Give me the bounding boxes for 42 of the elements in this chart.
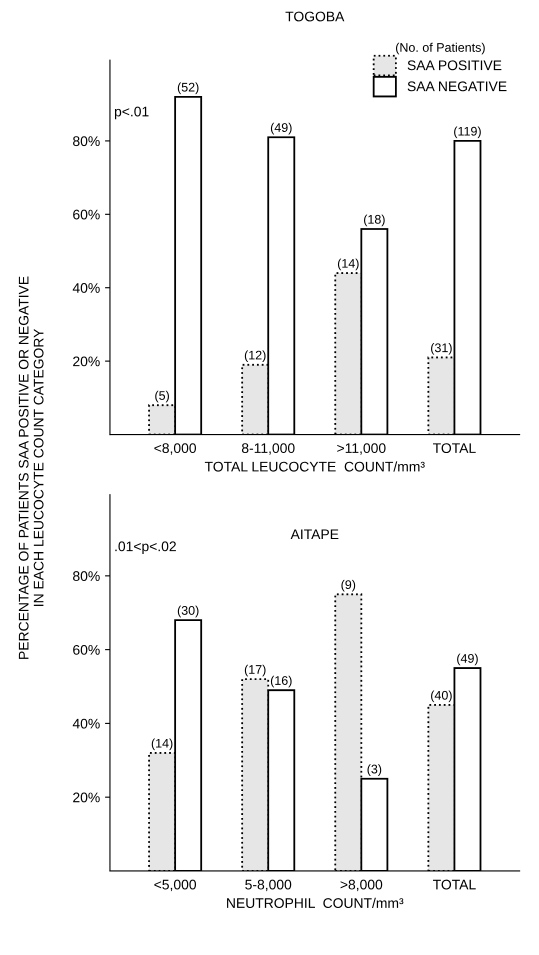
annotation: (49) <box>270 122 292 134</box>
y-tick-label: 60% <box>73 210 100 220</box>
annotation: (31) <box>431 343 452 355</box>
annotation: (5) <box>155 390 169 402</box>
legend-label: SAA POSITIVE <box>408 60 502 70</box>
annotation: (14) <box>338 258 359 270</box>
x-tick-label: TOTAL <box>432 443 476 454</box>
annotation: (14) <box>152 738 172 750</box>
x-tick-label: <5,000 <box>154 880 196 892</box>
x-axis-title: NEUTROPHIL COUNT/mm³ <box>227 898 404 908</box>
legend-title: (No. of Patients) <box>396 42 485 54</box>
annotation: .01<p<.02 <box>115 541 176 554</box>
y-tick-label: 20% <box>73 356 100 366</box>
annotation: (49) <box>457 654 478 666</box>
y-tick-label: 40% <box>72 718 100 729</box>
annotation: p<.01 <box>114 106 149 120</box>
annotation: (30) <box>178 606 198 618</box>
x-axis-title: TOTAL LEUCOCYTE COUNT/mm³ <box>204 461 425 472</box>
y-tick-label: 80% <box>73 571 100 582</box>
annotation: (16) <box>270 676 292 688</box>
annotation: (17) <box>244 664 266 676</box>
y-tick-label: 60% <box>73 644 100 655</box>
annotation: (3) <box>368 764 382 776</box>
x-tick-label: <8,000 <box>154 443 196 455</box>
y-tick-label: 20% <box>73 792 100 802</box>
x-tick-label: 5-8,000 <box>245 880 292 892</box>
x-tick-label: 8-11,000 <box>242 443 295 455</box>
x-tick-label: >8,000 <box>340 880 382 892</box>
chart-title: TOGOBA <box>286 12 344 22</box>
annotation: (12) <box>244 350 266 362</box>
annotation: (18) <box>364 214 385 226</box>
annotation: (40) <box>431 690 452 702</box>
text: AITAPE <box>290 529 338 540</box>
legend-label: SAA NEGATIVE <box>408 81 506 92</box>
x-tick-label: TOTAL <box>432 880 476 890</box>
annotation: (52) <box>178 82 198 94</box>
y-axis-title: PERCENTAGE OF PATIENTS SAA POSITIVE OR NEGATIVE IN EACH LEUCOCYTE COUNT CATEGORY <box>18 276 44 659</box>
annotation: (119) <box>454 126 481 138</box>
y-tick-label: 80% <box>73 136 100 146</box>
y-tick-label: 40% <box>72 283 100 293</box>
annotation: (9) <box>341 580 356 592</box>
x-tick-label: >11,000 <box>337 443 386 455</box>
